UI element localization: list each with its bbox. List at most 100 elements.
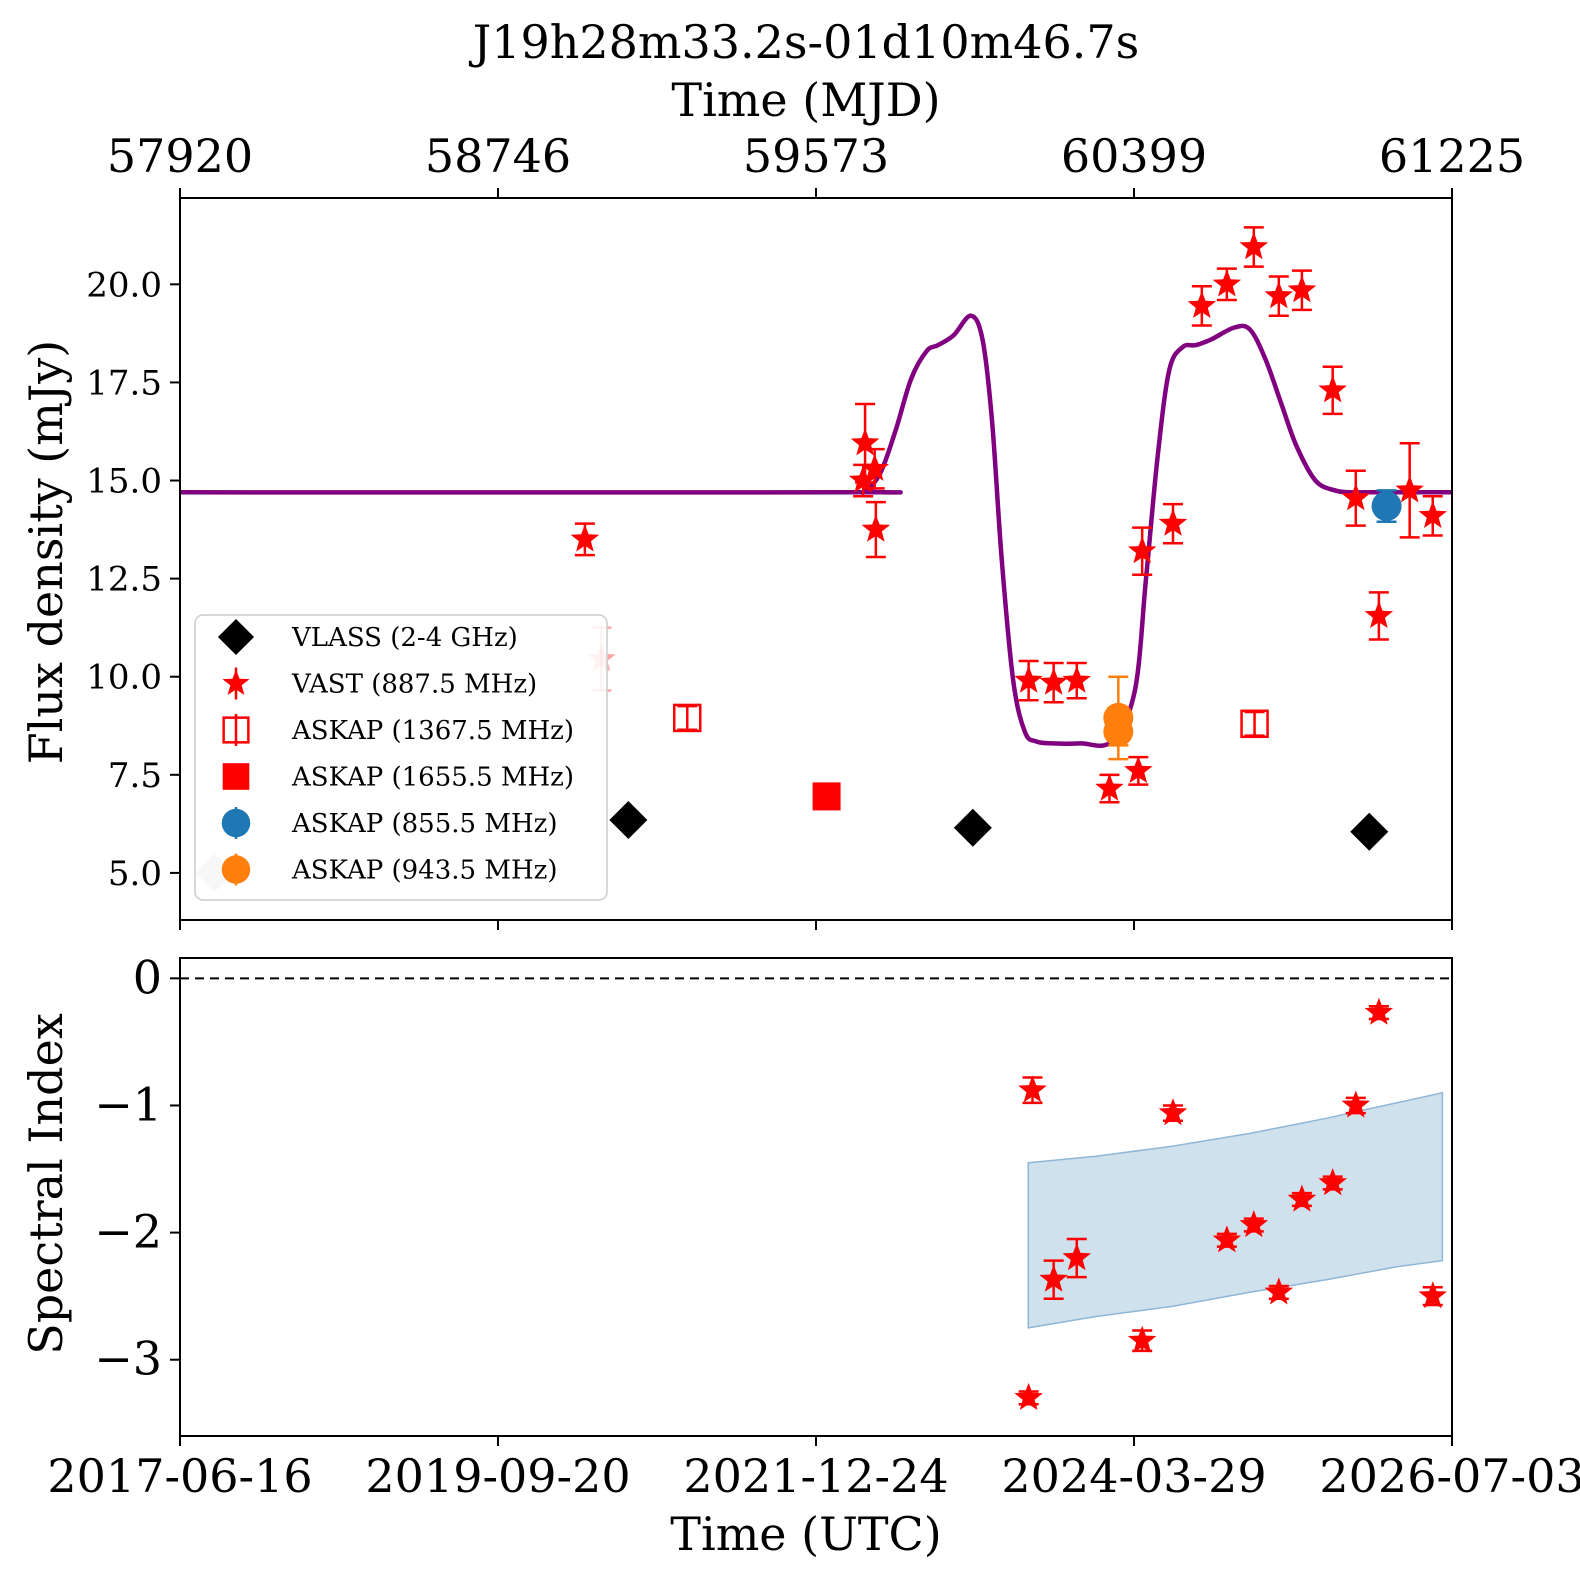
data-point-vast — [1212, 267, 1242, 302]
legend-marker-circle — [221, 808, 251, 838]
mjd-tick-label: 61225 — [1379, 129, 1525, 183]
marker-star — [1239, 232, 1269, 260]
marker-star — [1264, 281, 1294, 309]
spectral-point-vast — [1239, 1210, 1269, 1238]
data-point-vast — [1287, 269, 1317, 312]
data-point-vast — [1364, 591, 1394, 641]
marker-star — [1239, 1210, 1269, 1238]
utc-tick-label: 2017-06-16 — [47, 1449, 312, 1503]
flux-y-tick-label: 17.5 — [86, 363, 162, 403]
marker-star — [1124, 755, 1153, 783]
marker-square — [812, 782, 841, 811]
spectral-index-band-layer — [180, 977, 1452, 1329]
marker-diamond — [609, 800, 648, 839]
flux-y-tick-label: 7.5 — [108, 756, 162, 796]
data-point-vast — [1418, 494, 1447, 537]
marker-star — [1062, 665, 1091, 693]
legend-marker-circle — [221, 855, 251, 884]
data-point-vast — [860, 447, 889, 490]
legend-label: ASKAP (1367.5 MHz) — [291, 716, 574, 746]
marker-star — [1127, 536, 1157, 564]
data-point-vast — [1095, 773, 1124, 804]
legend-item-vast: VAST (887.5 MHz) — [222, 667, 537, 700]
data-point-vast — [570, 522, 600, 557]
data-point-vast — [1318, 365, 1347, 416]
marker-star — [1095, 773, 1124, 801]
data-point-vlass — [1350, 812, 1389, 851]
marker-star — [1264, 1277, 1294, 1305]
utc-tick-label: 2021-12-24 — [683, 1449, 948, 1503]
mjd-tick-label: 58746 — [425, 129, 571, 183]
marker-star — [1364, 997, 1394, 1025]
mjd-tick-label: 60399 — [1061, 129, 1207, 183]
spectral-y-tick-label: 0 — [133, 950, 162, 1004]
marker-circle — [1103, 716, 1134, 747]
marker-star — [570, 524, 600, 552]
data-point-vast — [1158, 502, 1188, 545]
marker-circle — [1371, 491, 1402, 522]
marker-star — [1341, 1090, 1370, 1118]
marker-star — [1014, 1382, 1043, 1410]
marker-star — [848, 465, 878, 493]
marker-star — [1158, 508, 1188, 536]
spectral-point-vast — [1212, 1225, 1242, 1253]
mjd-tick-label: 59573 — [743, 129, 889, 183]
data-point-vlass — [609, 800, 648, 839]
legend-label: ASKAP (1655.5 MHz) — [291, 763, 574, 793]
marker-star — [1212, 269, 1242, 297]
marker-star — [1287, 275, 1317, 303]
spectral-point-vast — [1062, 1237, 1091, 1279]
spectral-y-tick-label: −2 — [94, 1205, 162, 1259]
bottom-axis-label: Time (UTC) — [670, 1507, 941, 1561]
spectral-panel-ticks: 2017-06-16 2019-09-20 2021-12-24 2024-03-29… — [47, 950, 1580, 1503]
spectral-index-panel: 2017-06-16 2019-09-20 2021-12-24 2024-03-29… — [47, 950, 1580, 1503]
marker-star — [1014, 665, 1043, 693]
legend-marker-open-square — [222, 716, 250, 744]
spectral-point-vast — [1127, 1325, 1157, 1353]
flux-panel-ticks: 57920 58746 59573 60399 61225 5.0 7.5 10.0 12.5 1… — [86, 129, 1525, 930]
flux-y-tick-label: 15.0 — [86, 462, 162, 502]
marker-star — [1418, 1281, 1447, 1309]
data-point-vast — [1062, 661, 1091, 700]
spectral-point-vast — [1341, 1090, 1370, 1118]
marker-star — [1018, 1075, 1047, 1103]
data-point-askap1367 — [1240, 709, 1269, 739]
data-point-askap1655 — [812, 782, 841, 811]
legend-item-askap1655: ASKAP (1655.5 MHz) — [222, 763, 574, 793]
spectral-point-vast — [1418, 1281, 1447, 1309]
spectral-y-tick-label: −3 — [94, 1332, 162, 1386]
utc-tick-label: 2019-09-20 — [365, 1449, 630, 1503]
spectral-point-vast — [1158, 1098, 1188, 1126]
spectral-point-vast — [1264, 1277, 1294, 1305]
flux-y-tick-label: 12.5 — [86, 560, 162, 600]
legend-box — [194, 614, 608, 901]
spectral-y-tick-label: −1 — [94, 1077, 162, 1131]
marker-star — [1364, 600, 1394, 628]
model-curve — [179, 313, 1452, 749]
data-point-vast — [1264, 275, 1294, 317]
marker-star — [861, 514, 891, 542]
marker-star — [1418, 500, 1447, 528]
flux-y-tick-label: 5.0 — [108, 854, 162, 894]
data-point-vast — [850, 402, 880, 484]
marker-star — [1212, 1225, 1242, 1253]
data-point-vast — [1127, 526, 1157, 576]
top-axis-label: Time (MJD) — [671, 73, 940, 127]
marker-open-square — [1240, 709, 1269, 739]
marker-open-square — [673, 703, 702, 733]
spectral-point-vast — [1018, 1075, 1047, 1105]
marker-star — [1158, 1098, 1188, 1126]
flux-y-tick-label: 20.0 — [86, 265, 162, 305]
marker-star — [1062, 1243, 1091, 1271]
data-point-vast — [1187, 285, 1217, 327]
data-point-askap943 — [1103, 716, 1134, 747]
marker-star — [860, 453, 889, 481]
spectral-index-axis-label: Spectral Index — [19, 1013, 73, 1355]
marker-star — [1127, 1325, 1157, 1353]
data-point-vast — [861, 500, 891, 559]
marker-diamond — [953, 808, 992, 847]
legend: VLASS (2-4 GHz) VAST (887.5 MHz) ASKAP (13… — [194, 614, 608, 901]
spectral-point-vast — [1364, 997, 1394, 1025]
legend-item-askap1367: ASKAP (1367.5 MHz) — [222, 714, 574, 746]
flux-axis-label: Flux density (mJy) — [19, 340, 73, 764]
